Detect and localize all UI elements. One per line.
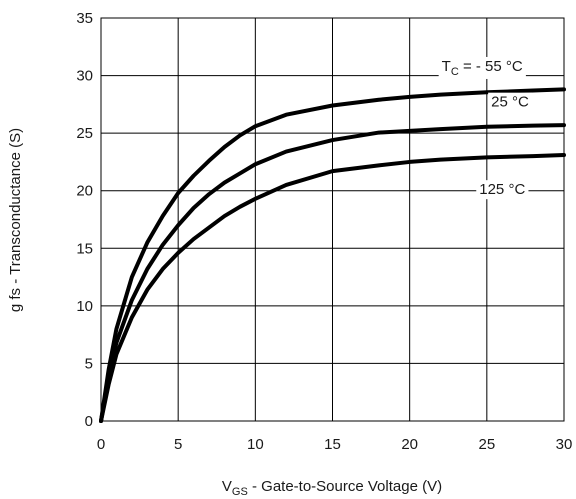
y-tick-label: 5: [85, 355, 93, 372]
series-label-rest: = - 55 °C: [459, 58, 523, 75]
series-line-1: [99, 123, 566, 423]
y-tick-label: 35: [76, 10, 93, 27]
series-label-text: 125 °C: [479, 181, 525, 198]
series-label-main: 25 °C: [491, 94, 529, 111]
series-line-2: [99, 153, 566, 423]
x-tick-label: 0: [97, 436, 105, 453]
series-label-2: 125 °C: [476, 180, 529, 200]
x-axis-title-sub: GS: [232, 486, 248, 498]
series-label-main: T: [442, 58, 451, 75]
x-tick-label: 5: [174, 436, 182, 453]
y-tick-label: 25: [76, 125, 93, 142]
x-axis-title-rest: - Gate-to-Source Voltage (V): [248, 478, 442, 495]
y-tick-label: 10: [76, 298, 93, 315]
series-label-0: TC = - 55 °C: [438, 56, 526, 79]
x-tick-label: 10: [247, 436, 264, 453]
series-label-main: 125 °C: [479, 181, 525, 198]
x-tick-label: 15: [324, 436, 341, 453]
series-label-bg: [476, 180, 529, 200]
y-tick-label: 15: [76, 240, 93, 257]
x-tick-labels: 0 5 10 15 20 25 30: [97, 436, 573, 453]
series-label-sub: C: [451, 66, 459, 78]
series-line-0: [99, 87, 566, 423]
y-tick-label: 20: [76, 183, 93, 200]
x-axis-title: VGS - Gate-to-Source Voltage (V): [222, 478, 442, 498]
y-axis-title: g fs - Transconductance (S): [7, 128, 24, 312]
y-tick-labels: 0 5 10 15 20 25 30 35: [76, 10, 93, 430]
series-label-bg: [438, 56, 526, 79]
plot-frame: [100, 17, 565, 422]
y-tick-label: 0: [85, 413, 93, 430]
x-tick-label: 25: [478, 436, 495, 453]
series-label-bg: [488, 92, 532, 112]
y-tick-label: 30: [76, 68, 93, 85]
series-label-1: 25 °C: [488, 92, 532, 112]
series-label-text: TC = - 55 °C: [442, 58, 523, 78]
x-tick-label: 30: [556, 436, 573, 453]
series-labels: TC = - 55 °C 25 °C 125 °C: [438, 56, 532, 200]
series-curves: [99, 87, 566, 423]
x-tick-label: 20: [401, 436, 418, 453]
series-label-text: 25 °C: [491, 94, 529, 111]
x-axis-title-main: V: [222, 478, 232, 495]
